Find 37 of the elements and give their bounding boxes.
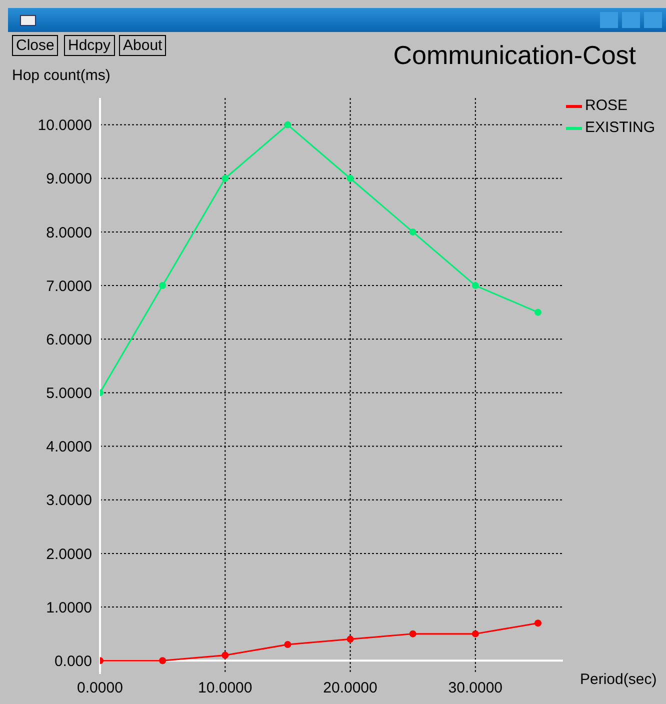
point — [409, 228, 416, 236]
y-axis-title: Hop count(ms) — [12, 67, 110, 84]
text: Close — [12, 35, 58, 56]
y-tick-label: 10.0000 — [38, 117, 92, 134]
point — [222, 652, 229, 659]
y-tick-label: 6.0000 — [46, 331, 92, 348]
point — [159, 657, 166, 664]
point — [534, 308, 542, 316]
y-tick-label: 5.0000 — [46, 385, 92, 402]
y-tick-label: 0.000 — [54, 652, 92, 670]
point — [284, 121, 292, 128]
y-tick-label: 4.0000 — [46, 438, 92, 456]
x-axis-title: Period(sec) — [580, 671, 657, 688]
point — [222, 174, 229, 182]
y-tick-label: 9.0000 — [46, 170, 92, 188]
legend-label: EXISTING — [585, 119, 656, 136]
x-tick-label: 10.0000 — [198, 680, 252, 697]
text: Hdcpy — [64, 35, 115, 56]
point — [346, 174, 354, 182]
x-tick-label: 30.0000 — [448, 680, 503, 697]
point — [409, 630, 416, 638]
point — [346, 636, 354, 643]
legend-label: ROSE — [585, 97, 628, 114]
y-tick-label: 2.0000 — [46, 546, 92, 563]
point — [472, 630, 479, 638]
point — [534, 620, 542, 627]
x-tick-label: 20.0000 — [323, 680, 378, 697]
point — [159, 282, 166, 290]
y-tick-label: 8.0000 — [46, 224, 92, 242]
chart-title: Communication-Cost — [393, 40, 636, 71]
y-tick-label: 1.0000 — [46, 599, 92, 616]
point — [472, 282, 479, 290]
x-tick-label: 0.0000 — [77, 680, 123, 697]
point — [284, 641, 292, 648]
y-tick-label: 3.0000 — [46, 492, 92, 510]
y-tick-label: 7.0000 — [46, 278, 92, 295]
text: About — [119, 35, 166, 56]
